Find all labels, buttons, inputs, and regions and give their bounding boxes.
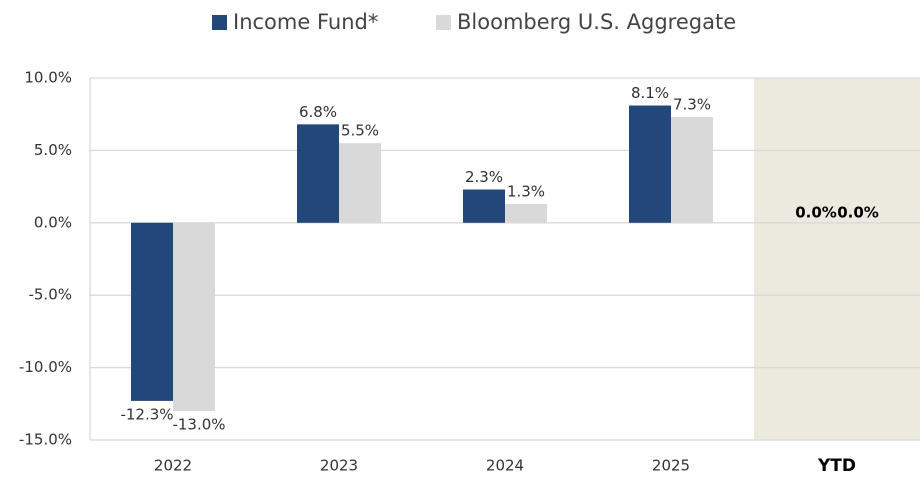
legend-swatch bbox=[212, 15, 227, 30]
value-label: 1.3% bbox=[507, 182, 545, 200]
bar bbox=[339, 143, 381, 223]
legend-swatch bbox=[436, 15, 451, 30]
value-label: -13.0% bbox=[172, 416, 225, 434]
value-label: 8.1% bbox=[631, 84, 669, 102]
highlight-band bbox=[754, 78, 920, 440]
bar bbox=[131, 222, 173, 401]
bar bbox=[173, 222, 215, 412]
x-tick-label: YTD bbox=[817, 456, 856, 476]
value-label: 7.3% bbox=[673, 96, 711, 114]
bar bbox=[505, 203, 547, 223]
bar bbox=[671, 117, 713, 223]
legend-label: Income Fund* bbox=[233, 10, 378, 34]
y-tick-label: -5.0% bbox=[28, 286, 72, 304]
y-tick-label: 10.0% bbox=[24, 69, 72, 87]
y-tick-label: 0.0% bbox=[34, 213, 72, 231]
bar bbox=[629, 105, 671, 223]
value-label: 5.5% bbox=[341, 122, 379, 140]
x-tick-label: 2024 bbox=[486, 457, 524, 475]
y-tick-label: 5.0% bbox=[34, 141, 72, 159]
value-label: 6.8% bbox=[299, 103, 337, 121]
value-label: -12.3% bbox=[120, 405, 173, 423]
legend-label: Bloomberg U.S. Aggregate bbox=[457, 10, 736, 34]
x-tick-label: 2023 bbox=[320, 457, 358, 475]
value-label: 2.3% bbox=[465, 168, 503, 186]
y-tick-label: -10.0% bbox=[19, 358, 72, 376]
bar bbox=[297, 124, 339, 223]
x-tick-label: 2022 bbox=[154, 457, 192, 475]
value-label: 0.0% bbox=[837, 203, 879, 221]
value-label: 0.0% bbox=[795, 203, 837, 221]
x-tick-label: 2025 bbox=[652, 457, 690, 475]
bar bbox=[463, 189, 505, 223]
y-tick-label: -15.0% bbox=[19, 431, 72, 449]
